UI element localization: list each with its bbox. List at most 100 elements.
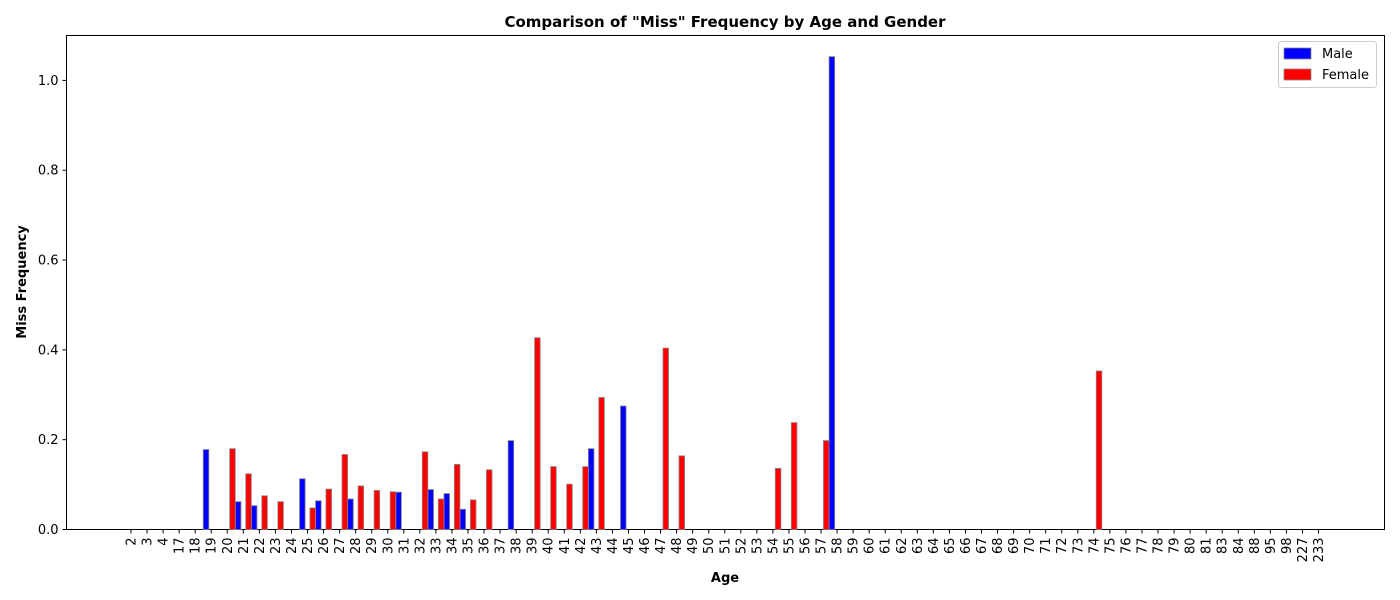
x-tick-label: 2: [125, 538, 140, 546]
x-tick-label: 42: [574, 538, 589, 555]
bar-male-age-45: [620, 405, 627, 530]
x-tick-label: 75: [1103, 538, 1118, 555]
bar-female-age-23: [277, 501, 284, 530]
bar-female-age-43: [598, 397, 605, 530]
bar-female-age-42: [582, 466, 589, 530]
x-axis-label: Age: [711, 571, 739, 586]
bar-female-age-22: [261, 495, 268, 530]
x-tick-label: 72: [1055, 538, 1070, 555]
x-tick-label: 61: [879, 538, 894, 555]
x-tick-label: 80: [1184, 538, 1199, 555]
bar-male-age-25: [299, 478, 306, 530]
x-tick-label: 25: [301, 538, 316, 555]
bar-female-age-36: [486, 469, 493, 530]
x-tick-label: 57: [815, 538, 830, 555]
x-tick-label: 47: [654, 538, 669, 555]
bar-female-age-40: [550, 466, 557, 530]
x-tick-label: 21: [237, 538, 252, 555]
x-tick-label: 23: [269, 538, 284, 555]
y-tick-label: 0.2: [38, 433, 59, 448]
legend-label-male: Male: [1322, 47, 1353, 62]
x-tick-label: 27: [333, 538, 348, 555]
x-tick-label: 71: [1039, 538, 1054, 555]
bar-male-age-22: [250, 505, 258, 530]
bar-male-age-19: [202, 449, 210, 530]
legend: Male Female: [1278, 41, 1377, 88]
x-tick-label: 40: [542, 538, 557, 555]
x-tick-label: 37: [494, 538, 509, 555]
bar-female-age-28: [357, 485, 365, 530]
x-tick-label: 24: [285, 538, 300, 555]
y-axis: 0.0 0.2 0.4 0.6 0.8 1.0: [38, 74, 67, 538]
x-tick-label: 33: [429, 538, 444, 555]
x-tick-label: 48: [670, 538, 685, 555]
x-tick-label: 18: [189, 538, 204, 555]
bar-female-age-32: [421, 451, 429, 530]
plot-area: [66, 35, 1385, 530]
bar-male-age-34: [443, 493, 450, 530]
bar-female-age-21: [245, 473, 252, 530]
bar-female-age-26: [325, 488, 332, 530]
x-tick-label: 28: [349, 538, 364, 555]
y-tick-label: 0.6: [38, 254, 59, 269]
x-tick-label: 67: [975, 538, 990, 555]
legend-swatch-male: [1283, 47, 1312, 60]
bar-female-age-34: [453, 463, 461, 530]
bar-female-age-39: [534, 337, 541, 530]
x-tick-label: 52: [734, 538, 749, 555]
x-tick-label: 35: [461, 538, 476, 555]
x-tick-label: 55: [782, 538, 797, 555]
x-tick-label: 29: [365, 538, 380, 555]
x-tick-label: 56: [798, 538, 813, 555]
y-tick-label: 0.4: [38, 343, 59, 358]
x-tick-label: 79: [1168, 538, 1183, 555]
bars-group: [202, 56, 1103, 530]
bar-male-age-31: [395, 491, 402, 530]
x-tick-label: 58: [831, 538, 846, 555]
x-tick-label: 20: [221, 538, 236, 555]
x-tick-label: 41: [558, 538, 573, 555]
x-tick-label: 62: [895, 538, 910, 555]
bar-female-age-47: [662, 347, 669, 530]
x-tick-label: 17: [173, 538, 188, 555]
bar-female-age-74: [1095, 370, 1103, 530]
bar-male-age-21: [234, 501, 242, 530]
y-axis-label: Miss Frequency: [15, 225, 30, 339]
x-tick-label: 83: [1216, 538, 1231, 555]
bar-female-age-29: [373, 490, 381, 530]
x-tick-label: 63: [911, 538, 926, 555]
bar-male-age-35: [459, 508, 466, 530]
bar-female-age-54: [774, 468, 782, 530]
x-tick-label: 32: [413, 538, 428, 555]
bar-female-age-41: [566, 483, 573, 530]
x-tick-label: 45: [622, 538, 637, 555]
x-tick-label: 38: [510, 538, 525, 555]
x-tick-label: 50: [702, 538, 717, 555]
x-tick-label: 34: [445, 538, 460, 555]
bar-female-age-20: [229, 448, 236, 530]
x-tick-label: 77: [1135, 538, 1150, 555]
y-tick-label: 0.0: [38, 523, 59, 538]
x-tick-label: 22: [253, 538, 268, 555]
x-tick-label: 88: [1248, 538, 1263, 555]
x-tick-label: 65: [943, 538, 958, 555]
chart-title: Comparison of "Miss" Frequency by Age an…: [504, 13, 946, 31]
x-tick-label: 74: [1087, 538, 1102, 555]
bar-male-age-38: [507, 440, 515, 530]
x-tick-label: 98: [1280, 538, 1295, 555]
x-tick-label: 64: [927, 538, 942, 555]
bar-male-age-28: [347, 498, 354, 530]
x-tick-label: 51: [718, 538, 733, 555]
x-tick-label: 3: [141, 538, 156, 546]
x-tick-label: 30: [381, 538, 396, 555]
legend-swatch-female: [1283, 68, 1312, 81]
bar-female-age-25: [309, 507, 316, 530]
x-tick-label: 95: [1264, 538, 1279, 555]
bar-male-age-43: [587, 448, 595, 530]
x-tick-label: 53: [750, 538, 765, 555]
y-tick-label: 1.0: [38, 74, 59, 89]
bar-female-age-27: [341, 454, 349, 530]
x-tick-label: 68: [991, 538, 1006, 555]
x-tick-label: 43: [590, 538, 605, 555]
